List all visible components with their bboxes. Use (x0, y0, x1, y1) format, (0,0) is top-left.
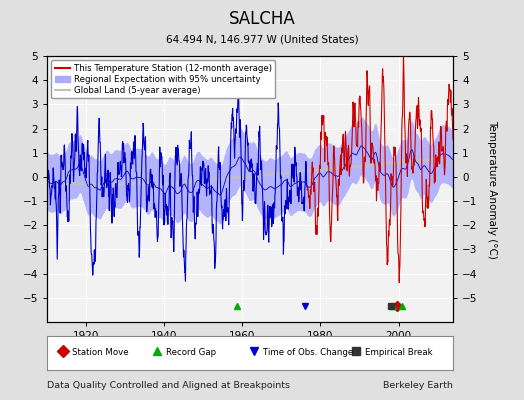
Text: Station Move: Station Move (72, 348, 129, 357)
Text: Time of Obs. Change: Time of Obs. Change (263, 348, 354, 357)
Text: 64.494 N, 146.977 W (United States): 64.494 N, 146.977 W (United States) (166, 34, 358, 44)
Text: Empirical Break: Empirical Break (365, 348, 432, 357)
Text: Data Quality Controlled and Aligned at Breakpoints: Data Quality Controlled and Aligned at B… (47, 381, 290, 390)
Y-axis label: Temperature Anomaly (°C): Temperature Anomaly (°C) (487, 120, 497, 258)
Text: SALCHA: SALCHA (228, 10, 296, 28)
Legend: This Temperature Station (12-month average), Regional Expectation with 95% uncer: This Temperature Station (12-month avera… (51, 60, 275, 98)
Text: Record Gap: Record Gap (166, 348, 216, 357)
Text: Berkeley Earth: Berkeley Earth (384, 381, 453, 390)
